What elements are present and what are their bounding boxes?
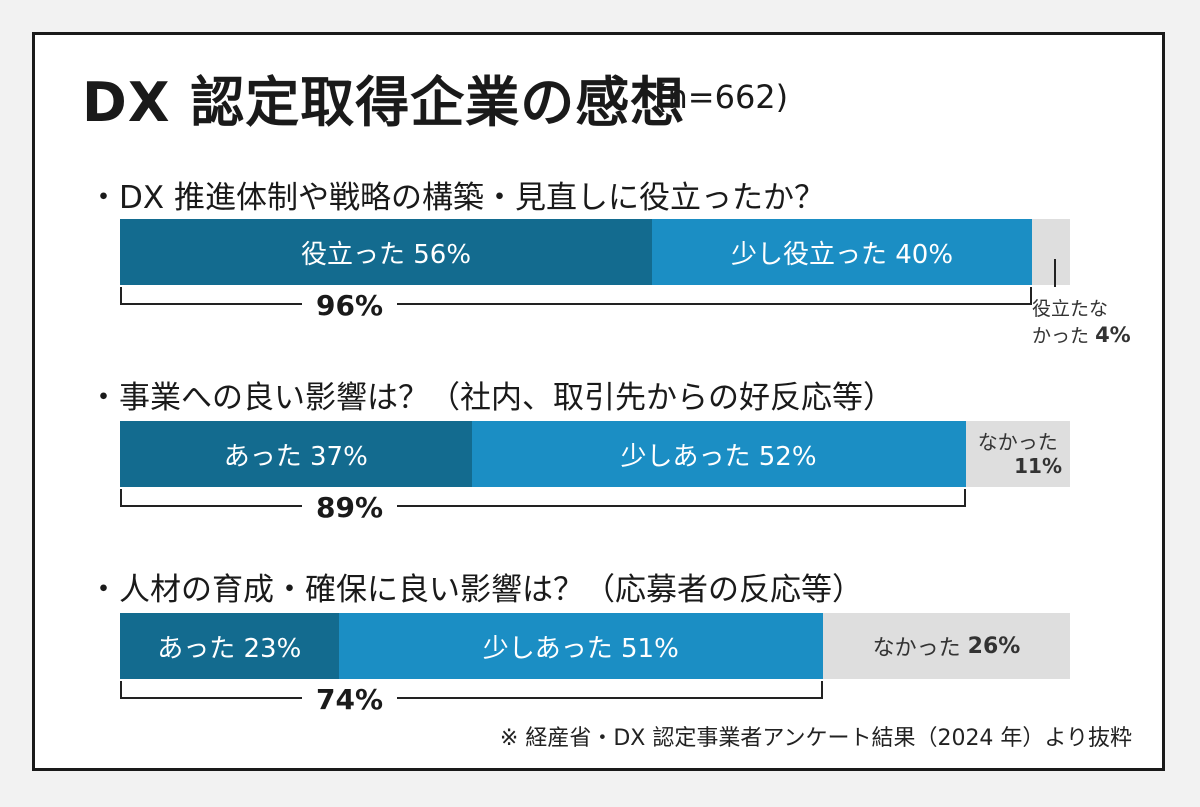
- bar-2-seg-3: なかった 11%: [965, 421, 1070, 487]
- bar-row-1: 役立った 56% 少し役立った 40%: [120, 219, 1070, 285]
- total-2: 89%: [302, 491, 398, 524]
- sample-size: (n=662): [655, 78, 789, 116]
- chart-title: DX 認定取得企業の感想: [82, 71, 686, 134]
- bar-3-seg-3: なかった 26%: [823, 613, 1070, 679]
- bar-2-seg-3-value: 11%: [1014, 454, 1062, 478]
- bar-1-seg-1: 役立った 56%: [120, 219, 652, 285]
- bar-row-3: あった 23% 少しあった 51% なかった 26%: [120, 613, 1070, 679]
- total-1: 96%: [302, 289, 398, 322]
- outside-label-1-line2: かった: [1032, 325, 1090, 347]
- question-2: ・事業への良い影響は？（社内、取引先からの好反応等）: [88, 380, 894, 416]
- bracket-1: [120, 287, 1032, 305]
- bar-3-seg-2: 少しあった 51%: [338, 613, 823, 679]
- bar-3-seg-2-label: 少しあった 51%: [482, 633, 679, 664]
- bar-2-seg-2: 少しあった 52%: [471, 421, 966, 487]
- bar-1-seg-3: [1032, 219, 1070, 285]
- outside-label-1-line1: 役立たな: [1032, 298, 1109, 320]
- bar-1-seg-2: 少し役立った 40%: [652, 219, 1032, 285]
- bar-2-seg-1-label: あった 37%: [223, 441, 368, 472]
- bar-2-seg-3-label: なかった: [977, 430, 1058, 454]
- bar-3-seg-1: あった 23%: [120, 613, 339, 679]
- total-3: 74%: [302, 683, 398, 716]
- bar-row-2: あった 37% 少しあった 52% なかった 11%: [120, 421, 1070, 487]
- bar-1-seg-1-label: 役立った 56%: [300, 239, 472, 270]
- bar-2-seg-2-label: 少しあった 52%: [620, 441, 817, 472]
- bracket-3: [120, 681, 823, 699]
- bar-3-seg-3-label: なかった: [872, 636, 961, 661]
- bar-3-seg-1-label: あった 23%: [157, 633, 302, 664]
- bar-1-seg-2-label: 少し役立った 40%: [730, 239, 954, 270]
- bar-2-seg-1: あった 37%: [120, 421, 472, 487]
- source-note: ※ 経産省・DX 認定事業者アンケート結果（2024 年）より抜粋: [499, 726, 1132, 751]
- question-3: ・人材の育成・確保に良い影響は？（応募者の反応等）: [88, 572, 863, 608]
- bar-3-seg-3-value: 26%: [967, 633, 1021, 659]
- outside-label-1-value: 4%: [1095, 323, 1131, 347]
- outside-label-1-tick: [1054, 259, 1056, 287]
- question-1: ・DX 推進体制や戦略の構築・見直しに役立ったか？: [88, 180, 825, 216]
- bracket-2: [120, 489, 966, 507]
- outside-label-1: 役立たな かった 4%: [1032, 296, 1131, 349]
